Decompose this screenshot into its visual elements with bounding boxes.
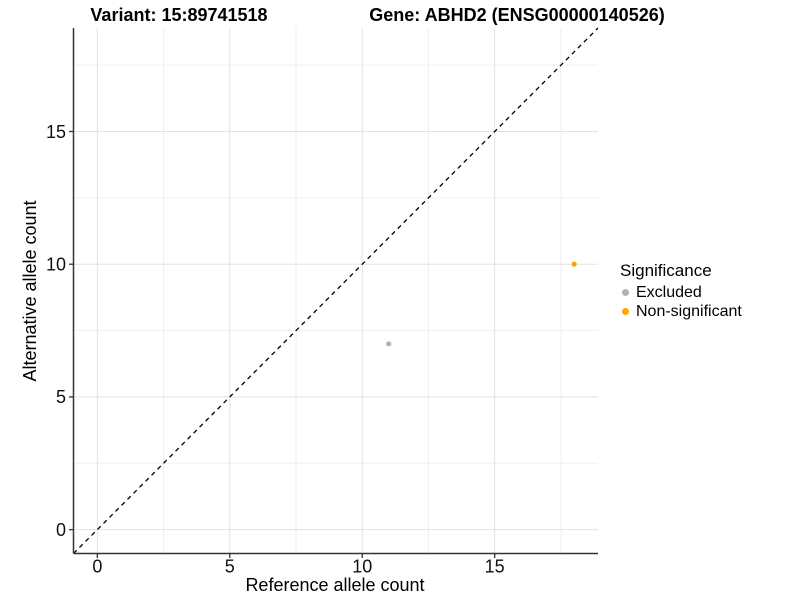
legend-item-excluded: Excluded bbox=[620, 283, 742, 302]
legend: Significance Excluded Non-significant bbox=[620, 261, 742, 321]
y-tick-label: 5 bbox=[56, 387, 66, 407]
y-axis-title: Alternative allele count bbox=[20, 200, 40, 381]
x-tick-label: 0 bbox=[92, 557, 102, 577]
y-tick-label: 0 bbox=[56, 520, 66, 540]
non-significant-swatch-icon bbox=[622, 308, 629, 315]
x-axis-title: Reference allele count bbox=[245, 575, 424, 595]
identity-reference-line bbox=[73, 27, 599, 554]
y-tick-label: 10 bbox=[46, 255, 66, 275]
x-tick-label: 10 bbox=[352, 557, 372, 577]
data-point-non-significant bbox=[571, 261, 577, 267]
legend-title: Significance bbox=[620, 261, 712, 280]
y-tick-label: 15 bbox=[46, 122, 66, 142]
legend-item-label: Non-significant bbox=[636, 302, 742, 320]
x-tick-label: 5 bbox=[225, 557, 235, 577]
x-tick-label: 15 bbox=[485, 557, 505, 577]
excluded-swatch-icon bbox=[622, 289, 629, 296]
data-point-excluded bbox=[386, 341, 392, 347]
plot-title-gene: Gene: ABHD2 (ENSG00000140526) bbox=[369, 5, 664, 25]
plot-title-variant: Variant: 15:89741518 bbox=[90, 5, 267, 25]
legend-item-label: Excluded bbox=[636, 283, 702, 301]
chart-layer: 0 5 10 15 0 5 10 15 bbox=[46, 27, 599, 577]
legend-item-non-significant: Non-significant bbox=[620, 302, 742, 321]
